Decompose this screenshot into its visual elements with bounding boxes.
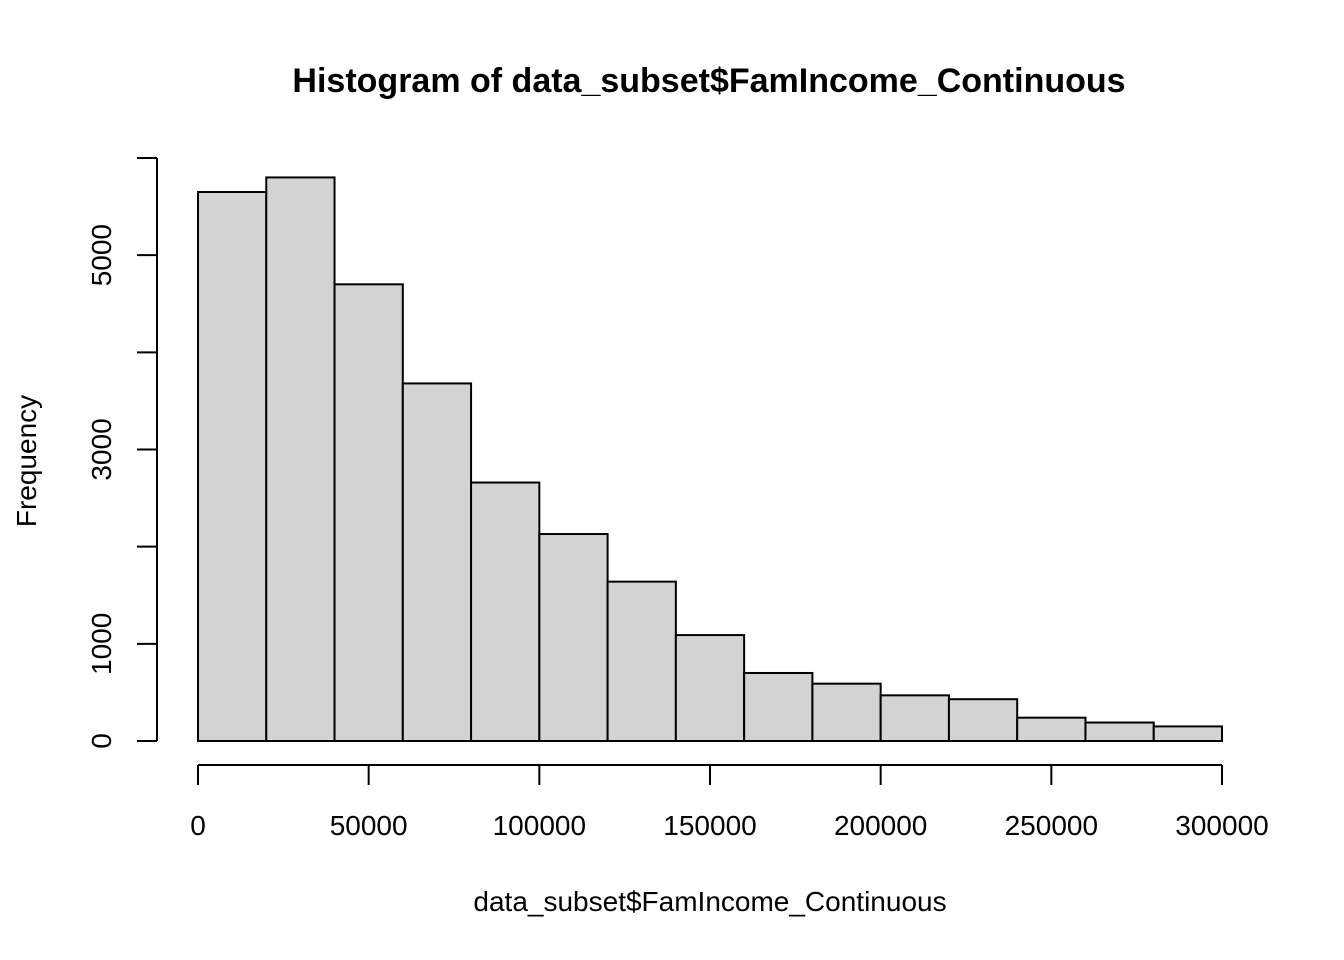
histogram-bar [265,176,336,742]
histogram-bar [1084,721,1155,742]
histogram-bar [879,694,950,742]
y-tick-label: 1000 [86,613,117,675]
histogram-bar [197,191,268,742]
bars-group [197,176,1223,743]
x-tick-label: 50000 [330,810,408,841]
y-tick-label: 3000 [86,418,117,480]
x-axis: 0 50000 100000 150000 200000 250000 300000 [190,764,1269,841]
histogram-bar [538,533,609,742]
histogram-bar [674,634,746,742]
histogram-bar [1152,725,1223,742]
x-tick-label: 0 [190,810,206,841]
x-tick-label: 250000 [1005,810,1098,841]
x-tick-label: 100000 [493,810,586,841]
y-tick-label: 5000 [86,224,117,286]
y-tick-label: 0 [86,733,117,749]
histogram-bar [1016,716,1087,742]
histogram-bar [333,283,404,742]
chart-title: Histogram of data_subset$FamIncome_Conti… [292,62,1125,100]
y-axis: 0 1000 3000 5000 [86,157,158,749]
histogram-bar [743,671,814,743]
y-axis-label: Frequency [11,395,42,527]
x-tick-label: 150000 [663,810,756,841]
histogram-bar [401,382,473,742]
histogram-bar [470,481,541,742]
x-axis-label: data_subset$FamIncome_Continuous [473,886,946,917]
histogram-bar [606,580,677,742]
x-tick-label: 300000 [1175,810,1268,841]
x-tick-label: 200000 [834,810,927,841]
histogram-bar [811,682,882,743]
histogram-bar [947,698,1019,742]
